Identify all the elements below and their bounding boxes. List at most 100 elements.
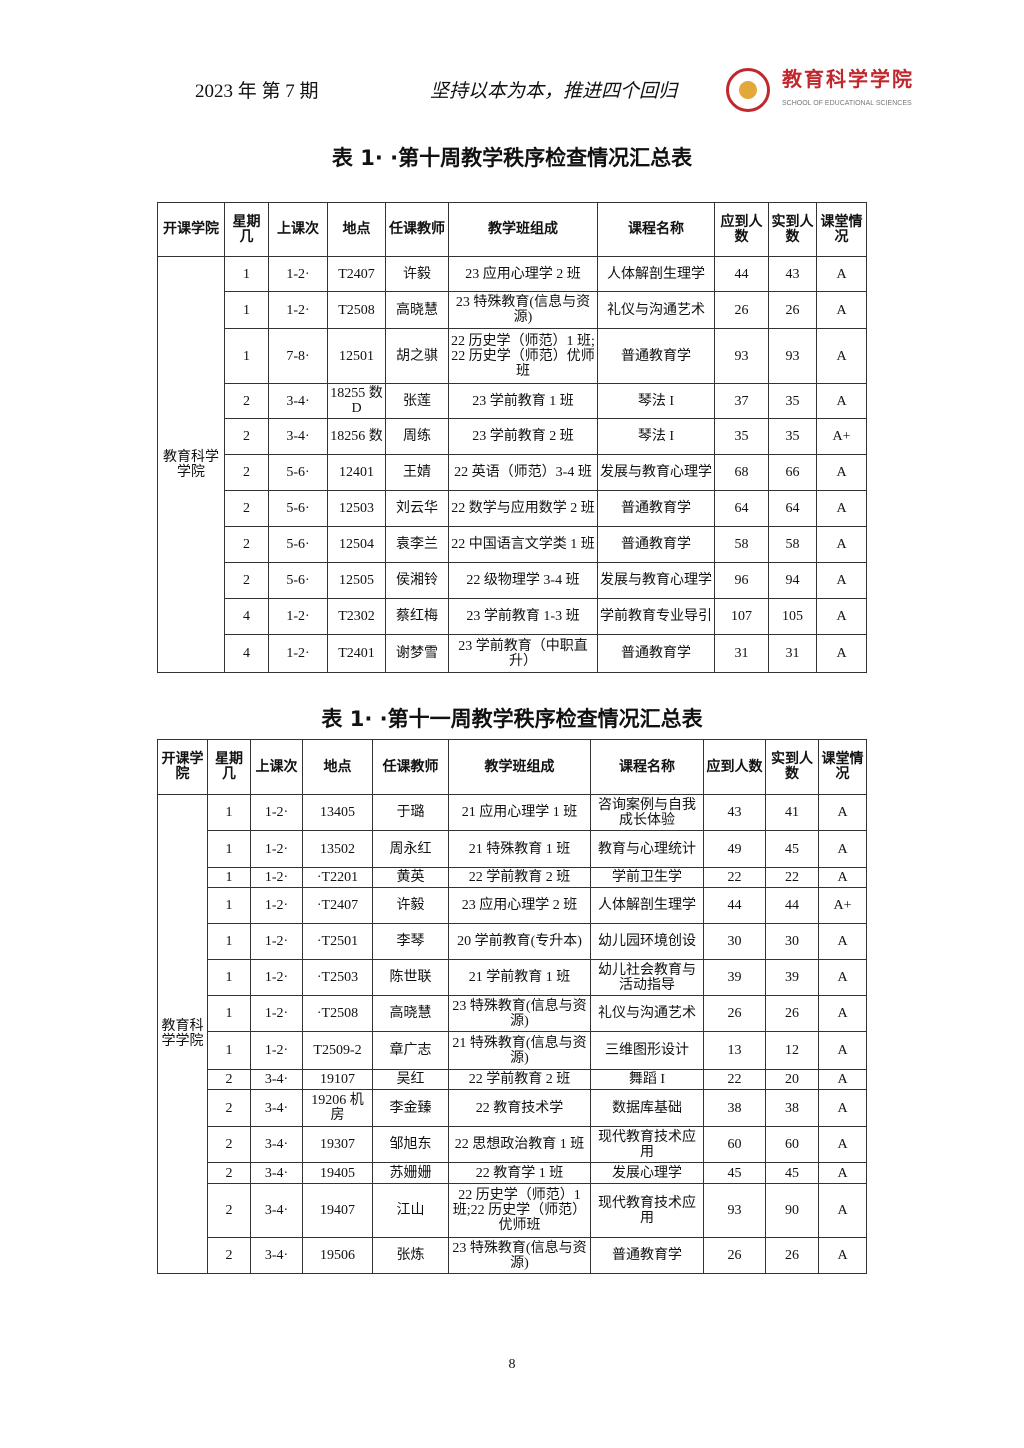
cell-expected-count: 49 <box>703 830 766 868</box>
col-header-expected-count: 应到人数 <box>714 202 769 257</box>
cell-period: 3-4· <box>268 383 328 419</box>
table2-title: 表 1· ·第十一周教学秩序检查情况汇总表 <box>321 707 703 731</box>
cell-location: T2302 <box>327 598 386 635</box>
cell-class-group: 22 学前教育 2 班 <box>448 867 591 888</box>
cell-teacher: 江山 <box>372 1183 449 1238</box>
cell-expected-count: 13 <box>703 1031 766 1070</box>
col-header-course: 课程名称 <box>597 202 715 257</box>
cell-class-group: 22 数学与应用数学 2 班 <box>448 490 598 527</box>
cell-actual-count: 12 <box>765 1031 819 1070</box>
cell-teacher: 李琴 <box>372 923 449 960</box>
cell-class-status: A <box>818 923 867 960</box>
cell-course: 发展心理学 <box>590 1162 704 1184</box>
table-row: 2 3-4· 18255 数 D 张莲 23 学前教育 1 班琴法 I 37 35 A <box>158 383 867 419</box>
table-row: 2 3-4· 19206 机房 李金臻 22 教育技术学 数据库基础 38 38 A <box>158 1089 867 1127</box>
cell-period: 1-2· <box>268 598 328 635</box>
cell-college: 教育科学学院 <box>157 256 225 673</box>
cell-location: 12505 <box>327 562 386 599</box>
header-row: 开课学院 星期几 上课次 地点 任课教师 教学班组成 课程名称 应到人数 实到人数 课堂情况 <box>157 202 867 257</box>
cell-course: 学前教育专业导引 <box>597 598 715 635</box>
cell-actual-count: 90 <box>765 1183 819 1238</box>
cell-expected-count: 26 <box>703 995 766 1032</box>
cell-location: 18256 数 <box>327 418 386 455</box>
col-header-college: 开课学院 <box>157 739 208 795</box>
cell-period: 3-4· <box>250 1162 303 1184</box>
cell-class-status: A <box>816 562 867 599</box>
col-header-class-status: 课堂情况 <box>816 202 867 257</box>
cell-period: 5-6· <box>268 490 328 527</box>
cell-expected-count: 30 <box>703 923 766 960</box>
table-row: 教育科学学院 1 1-2· 13405 于璐 21 应用心理学 1 班咨询案例与自我成长体… <box>157 794 867 1274</box>
cell-course: 舞蹈 I <box>590 1069 704 1090</box>
cell-actual-count: 39 <box>765 959 819 996</box>
cell-class-status: A <box>818 1162 867 1184</box>
cell-actual-count: 30 <box>765 923 819 960</box>
cell-class-group: 23 学前教育 1-3 班 <box>448 598 598 635</box>
cell-actual-count: 20 <box>765 1069 819 1090</box>
cell-class-group: 22 历史学（师范）1 班;22 历史学（师范）优师班 <box>448 328 598 384</box>
cell-expected-count: 43 <box>703 794 766 831</box>
cell-course: 礼仪与沟通艺术 <box>590 995 704 1032</box>
cell-weekday: 1 <box>224 256 269 292</box>
cell-location: ·T2501 <box>302 923 373 960</box>
cell-teacher: 周永红 <box>372 830 449 868</box>
cell-class-group: 23 应用心理学 2 班 <box>448 256 598 292</box>
cell-teacher: 蔡红梅 <box>385 598 449 635</box>
cell-location: T2401 <box>327 634 386 673</box>
cell-course: 普通教育学 <box>590 1237 704 1274</box>
cell-location: T2508 <box>327 291 386 329</box>
table-row: 2 5-6· 12503 刘云华 22 数学与应用数学 2 班普通教育学 64 64 A <box>158 490 867 527</box>
cell-expected-count: 31 <box>714 634 769 673</box>
cell-expected-count: 22 <box>703 1069 766 1090</box>
issue-label: 2023 年 第 7 期 <box>195 81 319 102</box>
cell-location: 12504 <box>327 526 386 563</box>
cell-class-group: 21 应用心理学 1 班 <box>448 794 591 831</box>
cell-period: 1-2· <box>250 830 303 868</box>
cell-teacher: 王婧 <box>385 454 449 491</box>
col-header-teacher: 任课教师 <box>372 739 449 795</box>
col-header-weekday: 星期几 <box>207 739 251 795</box>
cell-course: 人体解剖生理学 <box>590 887 704 924</box>
cell-class-group: 22 教育技术学 <box>448 1089 591 1127</box>
cell-location: 18255 数 D <box>327 383 386 419</box>
cell-location: 19407 <box>302 1183 373 1238</box>
col-header-period: 上课次 <box>268 202 328 257</box>
cell-course: 幼儿园环境创设 <box>590 923 704 960</box>
col-header-location: 地点 <box>302 739 373 795</box>
cell-course: 普通教育学 <box>597 490 715 527</box>
table-row: 1 1-2· ·T2407 许毅 23 应用心理学 2 班人体解剖生理学 44 44 A+ <box>158 887 867 924</box>
cell-expected-count: 96 <box>714 562 769 599</box>
cell-teacher: 许毅 <box>385 256 449 292</box>
cell-location: ·T2407 <box>302 887 373 924</box>
cell-actual-count: 41 <box>765 794 819 831</box>
cell-period: 3-4· <box>250 1069 303 1090</box>
cell-class-status: A+ <box>818 887 867 924</box>
cell-course: 人体解剖生理学 <box>597 256 715 292</box>
col-header-actual-count: 实到人数 <box>768 202 817 257</box>
cell-location: 19405 <box>302 1162 373 1184</box>
cell-teacher: 高晓慧 <box>385 291 449 329</box>
cell-period: 5-6· <box>268 454 328 491</box>
cell-weekday: 2 <box>207 1162 251 1184</box>
cell-actual-count: 35 <box>768 418 817 455</box>
cell-location: 12501 <box>327 328 386 384</box>
col-header-period: 上课次 <box>250 739 303 795</box>
cell-class-group: 23 学前教育 1 班 <box>448 383 598 419</box>
cell-course: 现代教育技术应用 <box>590 1126 704 1163</box>
week10-table: 开课学院 星期几 上课次 地点 任课教师 教学班组成 课程名称 应到人数 实到人数 课堂情况 教育… <box>157 202 867 673</box>
cell-teacher: 章广志 <box>372 1031 449 1070</box>
cell-expected-count: 39 <box>703 959 766 996</box>
page-body: 表 1· ·第十周教学秩序检查情况汇总表 开课学院 星期几 上课次 地点 任课教师 教学班… <box>0 144 1024 1374</box>
cell-course: 普通教育学 <box>597 526 715 563</box>
cell-period: 1-2· <box>250 794 303 831</box>
cell-class-status: A <box>818 959 867 996</box>
cell-teacher: 吴红 <box>372 1069 449 1090</box>
cell-period: 1-2· <box>250 923 303 960</box>
cell-class-status: A <box>816 490 867 527</box>
cell-actual-count: 45 <box>765 1162 819 1184</box>
cell-class-group: 23 应用心理学 2 班 <box>448 887 591 924</box>
cell-weekday: 1 <box>224 291 269 329</box>
col-header-college: 开课学院 <box>157 202 225 257</box>
table-row: 2 3-4· 19407 江山 22 历史学（师范）1 班;22 历史学（师范）优师班现… <box>158 1183 867 1238</box>
cell-teacher: 邹旭东 <box>372 1126 449 1163</box>
